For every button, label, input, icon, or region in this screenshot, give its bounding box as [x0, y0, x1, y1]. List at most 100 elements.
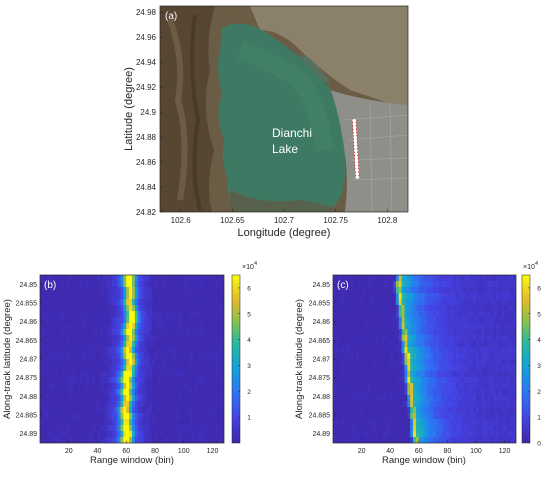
heatmap-cell — [421, 395, 425, 402]
heatmap-cell — [447, 305, 451, 312]
heatmap-cell — [152, 377, 156, 384]
heatmap-cell — [410, 323, 414, 330]
heatmap-cell — [172, 305, 176, 312]
heatmap-cell — [91, 419, 95, 426]
heatmap-cell — [458, 323, 462, 330]
heatmap-cell — [487, 311, 491, 318]
heatmap-cell — [370, 305, 374, 312]
heatmap-cell — [209, 287, 213, 294]
heatmap-cell — [51, 407, 55, 414]
heatmap-cell — [91, 359, 95, 366]
heatmap-cell — [341, 389, 345, 396]
panel-c-tag: (c) — [337, 280, 349, 291]
heatmap-cell — [106, 395, 110, 402]
heatmap-cell — [478, 323, 482, 330]
heatmap-cell — [350, 287, 354, 294]
heatmap-cell — [94, 329, 98, 336]
heatmap-cell — [94, 353, 98, 360]
heatmap-cell — [401, 305, 405, 312]
heatmap-cell — [140, 317, 144, 324]
heatmap-cell — [430, 413, 434, 420]
heatmap-cell — [149, 401, 153, 408]
heatmap-cell — [355, 431, 360, 438]
heatmap-cell — [390, 419, 394, 426]
heatmap-cell — [438, 395, 442, 402]
heatmap-cell — [54, 275, 58, 282]
heatmap-y-tick-label: 24.855 — [16, 301, 38, 308]
heatmap-cell — [77, 365, 81, 372]
heatmap-cell — [490, 401, 494, 408]
heatmap-cell — [353, 305, 357, 312]
heatmap-cell — [353, 323, 357, 330]
heatmap-cell — [42, 407, 47, 414]
heatmap-cell — [435, 395, 440, 402]
heatmap-cell — [186, 401, 190, 408]
heatmap-cell — [401, 323, 405, 330]
heatmap-cell — [212, 353, 216, 360]
heatmap-cell — [134, 347, 139, 354]
heatmap-cell — [106, 329, 110, 336]
heatmap-cell — [404, 287, 408, 294]
heatmap-cell — [215, 377, 219, 384]
heatmap-cell — [218, 383, 222, 390]
heatmap-cell — [91, 383, 95, 390]
heatmap-cell — [464, 353, 468, 360]
heatmap-cell — [504, 371, 508, 378]
heatmap-cell — [63, 359, 67, 366]
heatmap-cell — [381, 293, 385, 300]
heatmap-cell — [157, 335, 162, 342]
heatmap-cell — [438, 365, 442, 372]
heatmap-cell — [60, 347, 64, 354]
heatmap-cell — [438, 353, 442, 360]
heatmap-cell — [157, 437, 162, 443]
heatmap-cell — [461, 431, 465, 438]
heatmap-cell — [353, 413, 357, 420]
heatmap-cell — [501, 311, 505, 318]
heatmap-cell — [333, 365, 337, 372]
heatmap-cell — [513, 275, 516, 282]
heatmap-cell — [195, 329, 199, 336]
heatmap-cell — [381, 341, 385, 348]
heatmap-cell — [178, 341, 182, 348]
heatmap-cell — [435, 317, 440, 324]
heatmap-cell — [192, 323, 196, 330]
heatmap-cell — [338, 365, 342, 372]
heatmap-cell — [404, 383, 408, 390]
heatmap-cell — [450, 365, 454, 372]
heatmap-cell — [344, 395, 348, 402]
heatmap-cell — [215, 395, 219, 402]
heatmap-cell — [381, 299, 385, 306]
heatmap-cell — [493, 305, 497, 312]
heatmap-cell — [413, 395, 417, 402]
heatmap-cell — [470, 407, 474, 414]
heatmap-cell — [100, 431, 104, 438]
heatmap-cell — [198, 299, 202, 306]
heatmap-cell — [370, 407, 374, 414]
heatmap-cell — [438, 341, 442, 348]
heatmap-cell — [355, 419, 360, 426]
heatmap-cell — [427, 329, 431, 336]
heatmap-cell — [189, 413, 193, 420]
heatmap-cell — [498, 335, 503, 342]
heatmap-cell — [180, 311, 185, 318]
heatmap-cell — [384, 317, 388, 324]
heatmap-cell — [473, 317, 477, 324]
heatmap-cell — [410, 293, 414, 300]
heatmap-cell — [97, 383, 101, 390]
heatmap-cell — [447, 323, 451, 330]
heatmap-cell — [88, 329, 93, 336]
heatmap-cell — [198, 395, 202, 402]
heatmap-cell — [473, 413, 477, 420]
heatmap-cell — [495, 395, 500, 402]
heatmap-cell — [401, 311, 405, 318]
heatmap-cell — [404, 365, 408, 372]
heatmap-cell — [424, 383, 428, 390]
heatmap-cell — [54, 425, 58, 432]
heatmap-cell — [209, 377, 213, 384]
heatmap-cell — [407, 293, 411, 300]
heatmap-cell — [163, 431, 167, 438]
heatmap-cell — [160, 287, 164, 294]
heatmap-cell — [86, 353, 90, 360]
heatmap-cell — [375, 431, 380, 438]
heatmap-cell — [404, 305, 408, 312]
